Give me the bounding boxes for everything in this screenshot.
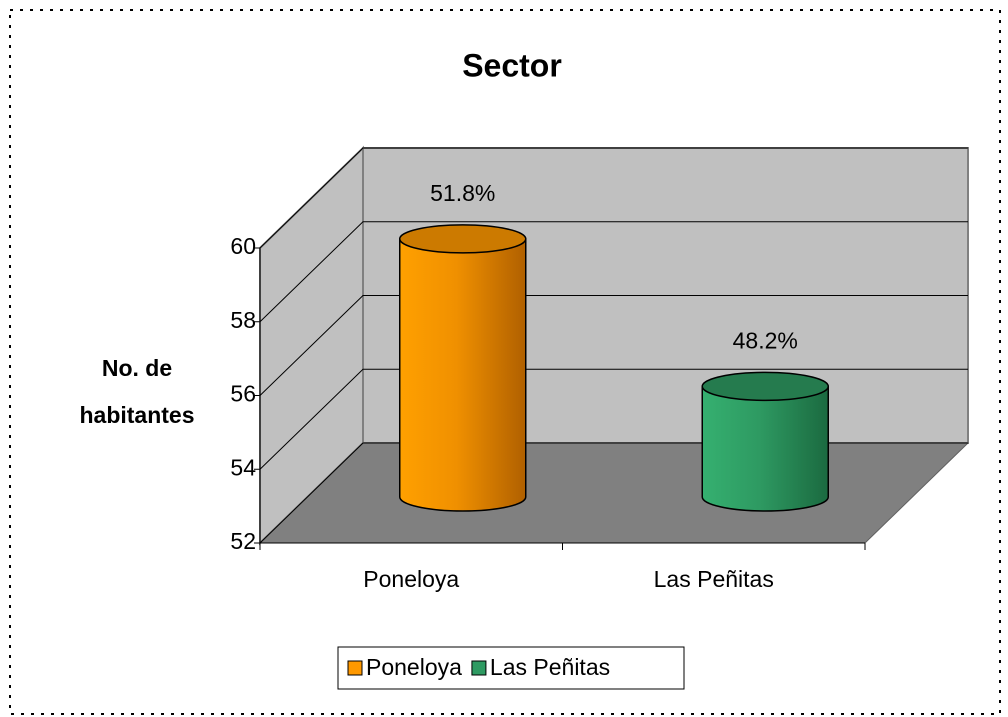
chart-title: Sector <box>462 47 562 83</box>
legend-swatch <box>471 660 487 676</box>
bar-body <box>399 238 527 512</box>
y-tick-label: 54 <box>230 454 256 480</box>
floor <box>258 442 970 544</box>
grid-line <box>259 295 968 396</box>
y-tick-label: 56 <box>230 381 256 407</box>
x-tick-label: Poneloya <box>363 566 459 592</box>
y-tick-label: 52 <box>230 528 256 554</box>
frame <box>9 9 1001 715</box>
bar <box>701 371 829 512</box>
data-label: 51.8% <box>430 180 495 206</box>
bar-top <box>701 371 829 402</box>
bar-body <box>701 385 829 512</box>
legend: Poneloya Las Peñitas <box>337 646 685 690</box>
bar-top <box>399 224 527 254</box>
legend-label: Poneloya <box>366 654 462 680</box>
y-axis-label: No. de habitantes <box>79 355 194 428</box>
grid-line <box>259 147 968 249</box>
bar <box>399 224 527 512</box>
data-label: 48.2% <box>733 327 798 353</box>
grid-line <box>259 221 968 323</box>
y-tick-label: 58 <box>230 307 256 333</box>
grid-line <box>259 368 968 470</box>
legend-swatch <box>347 660 363 676</box>
legend-box <box>337 646 685 690</box>
y-tick-label: 60 <box>230 233 256 259</box>
legend-label: Las Peñitas <box>490 654 610 680</box>
x-tick-label: Las Peñitas <box>654 566 774 592</box>
